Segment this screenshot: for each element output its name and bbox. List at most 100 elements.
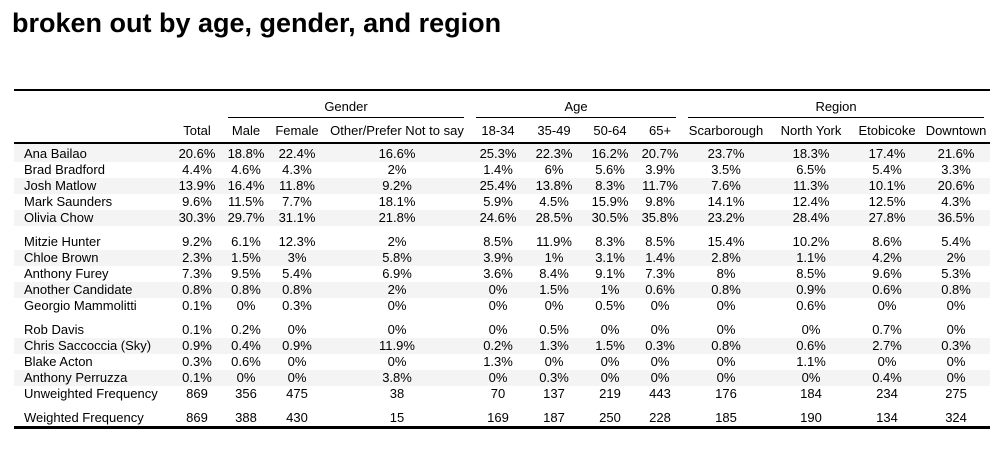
cell-value: 3.8% bbox=[324, 370, 471, 387]
cell-value: 8.5% bbox=[483, 234, 513, 250]
cell-value: 15.4% bbox=[707, 234, 745, 250]
cell-value: 250 bbox=[599, 410, 621, 426]
cell-value: 0.8% bbox=[172, 282, 222, 299]
cell-value: 0% bbox=[236, 298, 256, 314]
cell-value: 29.7% bbox=[222, 210, 270, 227]
cell-value: 20.6% bbox=[172, 143, 222, 163]
cell-value: 8.3% bbox=[595, 234, 625, 250]
column-header-female: Female bbox=[270, 118, 324, 145]
cell-value: 23.7% bbox=[682, 143, 771, 163]
cell-value: 2% bbox=[324, 282, 471, 299]
cell-value: 0% bbox=[650, 298, 670, 314]
cell-value: 4.3% bbox=[282, 162, 312, 178]
cell-value: 0.2% bbox=[231, 322, 261, 338]
cell-value: 7.7% bbox=[282, 194, 312, 210]
cell-value: 2% bbox=[387, 162, 407, 178]
cell-value: 2.7% bbox=[852, 338, 923, 355]
cell-value: 11.8% bbox=[270, 178, 324, 195]
cell-value: 176 bbox=[715, 386, 737, 402]
cell-value: 21.8% bbox=[324, 210, 471, 227]
cell-value: 1.5% bbox=[526, 282, 583, 299]
table-row: Mitzie Hunter 9.2% 6.1% 12.3% 2% 8.5% 11.9% 8.3… bbox=[14, 234, 990, 250]
cell-value: 11.5% bbox=[228, 194, 264, 210]
cell-value: 1.4% bbox=[638, 250, 683, 267]
table-row: Olivia Chow 30.3% 29.7% 31.1% 21.8% 24.6% 28.5… bbox=[14, 210, 991, 227]
table-row: Chloe Brown 2.3% 1.5% 3% 5.8% 3.9% 1% 3.1% 1.4% 2… bbox=[14, 250, 991, 267]
cell-value: 9.5% bbox=[231, 266, 261, 282]
cell-value: 2.3% bbox=[172, 250, 222, 267]
cell-value: 3.6% bbox=[483, 266, 513, 282]
group-header-gender: Gender bbox=[222, 89, 471, 119]
cell-value: 0.3% bbox=[282, 298, 312, 314]
cell-value: 0.8% bbox=[222, 282, 270, 299]
table-row: Ana Bailao 20.6% 18.8% 22.4% 16.6% 25.3% 22.3%… bbox=[14, 143, 991, 163]
cell-value: 190 bbox=[800, 410, 822, 426]
group-header-row: Gender Age Region bbox=[14, 89, 991, 119]
column-header-65plus: 65+ bbox=[638, 118, 683, 145]
cell-value: 3.5% bbox=[711, 162, 741, 178]
cell-value: 20.7% bbox=[638, 143, 683, 163]
cell-value: 4.6% bbox=[231, 162, 261, 178]
cell-value: 5.4% bbox=[282, 266, 312, 282]
cell-value: 21.6% bbox=[922, 143, 991, 163]
cell-value: 11.9% bbox=[536, 234, 572, 250]
cell-value: 0% bbox=[801, 322, 821, 338]
cell-value: 0.8% bbox=[682, 282, 771, 299]
row-label: Josh Matlow bbox=[14, 178, 172, 195]
cell-value: 4.5% bbox=[539, 194, 569, 210]
cell-value: 70 bbox=[490, 386, 506, 402]
cell-value: 10.2% bbox=[792, 234, 830, 250]
cell-value: 0% bbox=[650, 354, 670, 370]
row-label: Blake Acton bbox=[24, 354, 93, 370]
table-header: Gender Age Region Total Male Female Othe… bbox=[14, 89, 991, 145]
table-row: Rob Davis 0.1% 0.2% 0% 0% 0% 0.5% 0% 0% 0% 0% 0.7% 0… bbox=[14, 322, 990, 338]
cell-value: 8.4% bbox=[539, 266, 569, 282]
cell-value: 0% bbox=[287, 322, 307, 338]
cell-value: 0% bbox=[470, 282, 527, 299]
cell-value: 3% bbox=[270, 250, 324, 267]
cell-value: 0.4% bbox=[852, 370, 923, 387]
cell-value: 0% bbox=[470, 370, 527, 387]
cell-value: 0.3% bbox=[922, 338, 991, 355]
row-label: Olivia Chow bbox=[14, 210, 172, 227]
cell-value: 9.6% bbox=[872, 266, 902, 282]
cell-value: 0.1% bbox=[182, 322, 212, 338]
cell-value: 1.1% bbox=[770, 250, 853, 267]
cell-value: 0.6% bbox=[231, 354, 261, 370]
cell-value: 0.6% bbox=[796, 298, 826, 314]
cell-value: 0% bbox=[544, 354, 564, 370]
cell-value: 0.3% bbox=[638, 338, 683, 355]
cell-value: 7.3% bbox=[645, 266, 675, 282]
row-label: Mark Saunders bbox=[24, 194, 113, 210]
cell-value: 0% bbox=[716, 354, 736, 370]
cell-value: 0.9% bbox=[270, 338, 324, 355]
row-label: Mitzie Hunter bbox=[24, 234, 101, 250]
column-header-male: Male bbox=[222, 118, 270, 145]
cell-value: 185 bbox=[715, 410, 737, 426]
cell-value: 0.1% bbox=[182, 298, 212, 314]
cell-value: 25.3% bbox=[470, 143, 527, 163]
table-row: Anthony Furey 7.3% 9.5% 5.4% 6.9% 3.6% 8.4% 9.1… bbox=[14, 266, 990, 282]
row-label: Chloe Brown bbox=[14, 250, 172, 267]
cell-value: 0.1% bbox=[172, 370, 222, 387]
column-header-50-64: 50-64 bbox=[582, 118, 639, 145]
cell-value: 0% bbox=[582, 370, 639, 387]
cell-value: 869 bbox=[186, 386, 208, 402]
table-row: Blake Acton 0.3% 0.6% 0% 0% 1.3% 0% 0% 0% 0% 1.1% 0… bbox=[14, 354, 990, 370]
cell-value: 1.5% bbox=[222, 250, 270, 267]
cell-value: 31.1% bbox=[270, 210, 324, 227]
group-header-age: Age bbox=[470, 89, 683, 119]
cell-value: 20.6% bbox=[922, 178, 991, 195]
cell-value: 22.3% bbox=[526, 143, 583, 163]
cell-value: 234 bbox=[876, 386, 898, 402]
row-gap-cell bbox=[14, 226, 991, 235]
cell-value: 0% bbox=[946, 298, 966, 314]
cell-value: 0% bbox=[544, 298, 564, 314]
group-label-region: Region bbox=[688, 95, 985, 119]
table-row: Georgio Mammolitti 0.1% 0% 0.3% 0% 0% 0% 0.5% 0%… bbox=[14, 298, 990, 314]
cell-value: 18.3% bbox=[770, 143, 853, 163]
cell-value: 0% bbox=[922, 370, 991, 387]
cell-value: 8.6% bbox=[872, 234, 902, 250]
cell-value: 0.2% bbox=[470, 338, 527, 355]
cell-value: 219 bbox=[599, 386, 621, 402]
